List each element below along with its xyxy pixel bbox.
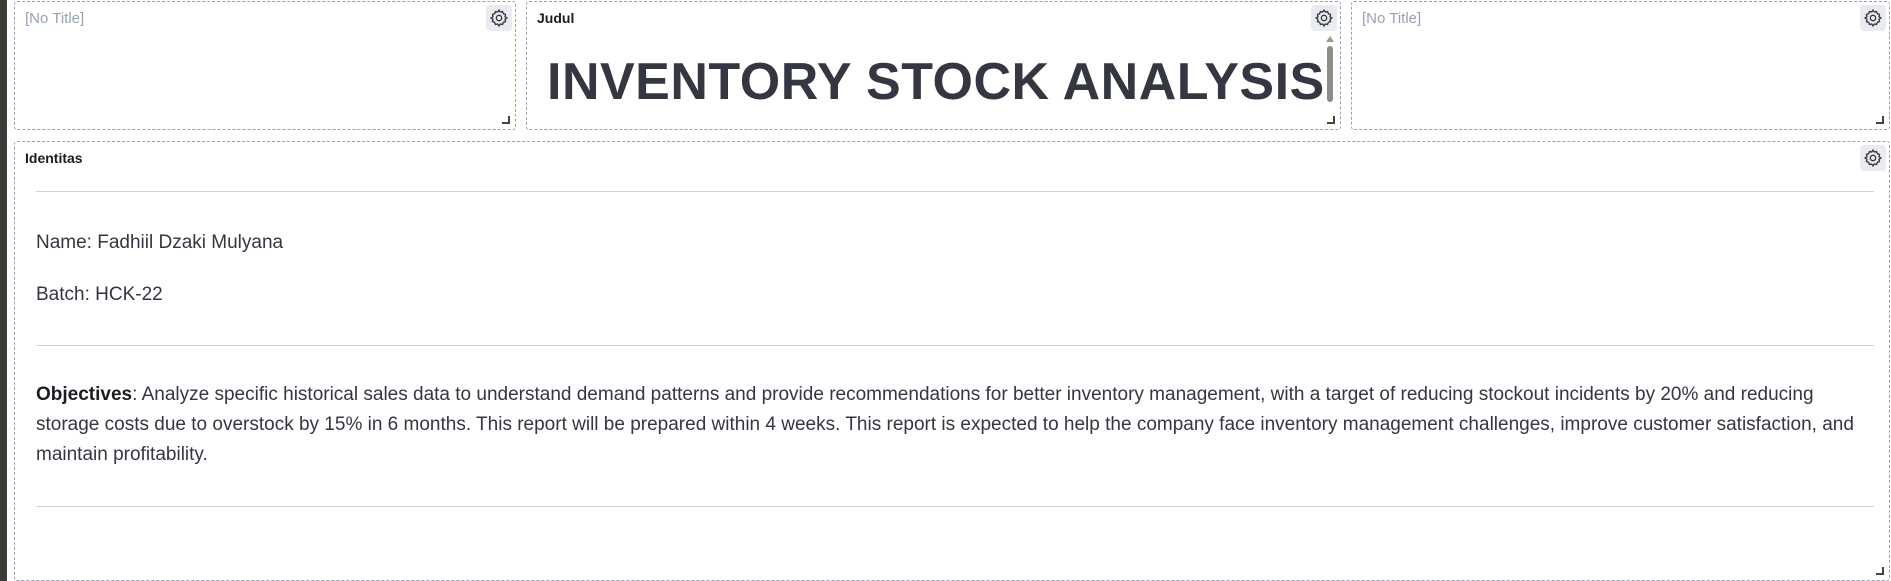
panel-identitas-settings-button[interactable]	[1860, 145, 1886, 171]
scroll-up-icon[interactable]	[1326, 36, 1334, 42]
left-rail	[0, 0, 7, 581]
panel-right-title: [No Title]	[1362, 10, 1422, 27]
objectives-text: : Analyze specific historical sales data…	[36, 384, 1854, 465]
gear-icon	[489, 8, 509, 28]
panel-left-title: [No Title]	[25, 10, 85, 27]
gear-icon	[1863, 8, 1883, 28]
panel-judul: Judul INVENTORY STOCK ANALYSIS	[526, 1, 1341, 130]
objectives-paragraph: Objectives: Analyze specific historical …	[36, 380, 1855, 470]
panel-judul-title: Judul	[537, 10, 575, 26]
resize-handle-icon[interactable]	[1876, 116, 1884, 124]
panel-identitas: Identitas	[14, 141, 1890, 581]
resize-handle-icon[interactable]	[502, 116, 510, 124]
objectives-label: Objectives	[36, 384, 133, 405]
divider	[36, 191, 1874, 192]
panel-right: [No Title]	[1351, 1, 1890, 130]
panel-left-settings-button[interactable]	[486, 5, 512, 31]
panel-judul-settings-button[interactable]	[1311, 5, 1337, 31]
scrollbar-thumb[interactable]	[1327, 46, 1333, 102]
divider	[36, 345, 1874, 346]
divider	[36, 506, 1874, 507]
resize-handle-icon[interactable]	[1876, 567, 1884, 575]
name-line: Name: Fadhiil Dzaki Mulyana	[36, 232, 284, 253]
gear-icon	[1314, 8, 1334, 28]
resize-handle-icon[interactable]	[1327, 116, 1335, 124]
batch-line: Batch: HCK-22	[36, 284, 163, 305]
vertical-scrollbar[interactable]	[1326, 36, 1334, 106]
page-heading: INVENTORY STOCK ANALYSIS	[547, 53, 1325, 111]
gear-icon	[1863, 148, 1883, 168]
panel-right-settings-button[interactable]	[1860, 5, 1886, 31]
panel-identitas-title: Identitas	[25, 150, 83, 166]
panel-left: [No Title]	[14, 1, 516, 130]
